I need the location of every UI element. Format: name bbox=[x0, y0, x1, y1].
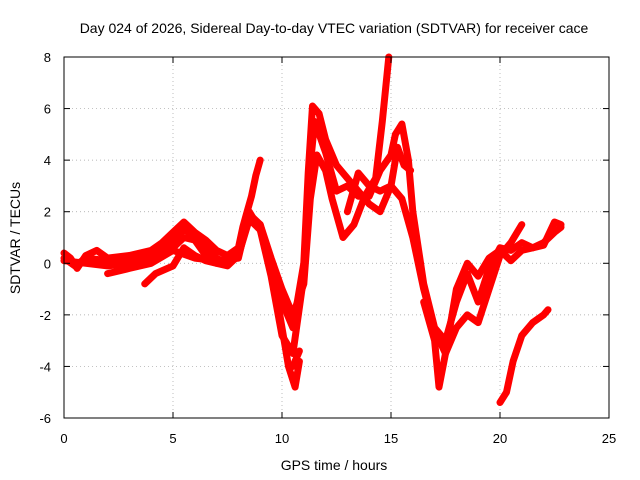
series-line-track-9 bbox=[496, 306, 552, 406]
grid bbox=[64, 57, 609, 418]
x-tick-label: 5 bbox=[169, 431, 176, 446]
series-line-track-6 bbox=[289, 347, 303, 370]
y-tick-label: 0 bbox=[44, 256, 51, 271]
y-tick-label: -6 bbox=[39, 411, 51, 426]
y-tick-label: 2 bbox=[44, 205, 51, 220]
x-tick-label: 20 bbox=[493, 431, 507, 446]
y-tick-label: 8 bbox=[44, 50, 51, 65]
series-line-track-8 bbox=[420, 221, 526, 391]
x-tick-label: 25 bbox=[602, 431, 616, 446]
y-tick-label: 4 bbox=[44, 153, 51, 168]
series-line-track-3 bbox=[60, 102, 565, 357]
series-line-track-5 bbox=[141, 53, 393, 319]
series-layer bbox=[60, 53, 565, 406]
plot-frame bbox=[63, 56, 610, 419]
y-axis-label: SDTVAR / TECUs bbox=[7, 182, 23, 294]
x-axis-label: GPS time / hours bbox=[281, 457, 388, 473]
axis-ticks: 0 5 10 15 20 25 -6 -4 -2 0 2 4 6 8 bbox=[39, 50, 616, 446]
x-tick-label: 10 bbox=[275, 431, 289, 446]
series-line-track-7 bbox=[343, 143, 415, 216]
y-tick-label: -4 bbox=[39, 359, 51, 374]
y-tick-label: 6 bbox=[44, 102, 51, 117]
x-tick-label: 15 bbox=[384, 431, 398, 446]
chart-title: Day 024 of 2026, Sidereal Day-to-day VTE… bbox=[80, 20, 589, 36]
x-tick-label: 0 bbox=[60, 431, 67, 446]
y-tick-label: -2 bbox=[39, 308, 51, 323]
